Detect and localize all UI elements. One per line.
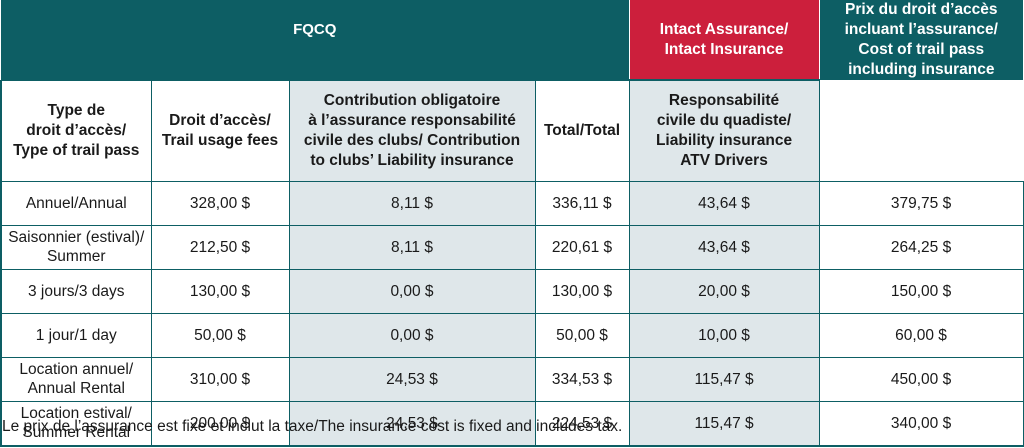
type-cell: 1 jour/1 day: [0, 312, 152, 358]
type-cell: Location annuel/ Annual Rental: [0, 356, 152, 402]
resp-cell: 43,64 $: [628, 180, 820, 226]
type-cell: Saisonnier (estival)/ Summer: [0, 224, 152, 270]
droit-cell: 212,50 $: [150, 224, 290, 270]
type-header-line3: Type of trail pass: [13, 141, 140, 159]
prix-header-line1: Prix du droit d’accès: [845, 1, 998, 18]
intact-header-line2: Intact Insurance: [664, 40, 784, 58]
contrib-header-line3: civile des clubs/ Contribution: [303, 131, 521, 149]
droit-header-line1: Droit d’accès/: [169, 111, 271, 129]
contrib-header-line1: Contribution obligatoire: [323, 91, 501, 109]
footnote: Le prix de l’assurance est fixe et inclu…: [2, 418, 623, 435]
fqcq-group-header: FQCQ: [1, 0, 630, 80]
contrib-cell: 24,53 $: [288, 400, 536, 447]
total-cell: 50,00 $: [534, 312, 630, 358]
droit-header-line2: Trail usage fees: [161, 131, 279, 149]
intact-header-line1: Intact Assurance/: [659, 20, 789, 38]
type-cell-line2: Summer: [46, 248, 106, 265]
total-cell: 130,00 $: [534, 268, 630, 314]
prix-cell: 150,00 $: [818, 268, 1024, 314]
group-header-row: FQCQ Intact Assurance/ Intact Insurance …: [1, 0, 1024, 80]
type-cell: 3 jours/3 days: [0, 268, 152, 314]
total-cell: 220,61 $: [534, 224, 630, 270]
droit-cell: 200,00 $: [150, 400, 290, 447]
prix-cell: 379,75 $: [818, 180, 1024, 226]
type-cell-line1: Location estival/: [20, 405, 132, 422]
type-cell-line2: Annual Rental: [27, 380, 125, 397]
total-column-header: Total/Total: [534, 79, 630, 182]
type-column-header: Type de droit d’accès/ Type of trail pas…: [0, 79, 152, 182]
table-row: Location estival/ Summer Rental 200,00 $…: [0, 400, 1024, 447]
resp-header-line3: Liability insurance: [655, 131, 793, 149]
resp-header-line4: ATV Drivers: [680, 151, 768, 169]
droit-cell: 50,00 $: [150, 312, 290, 358]
contrib-cell: 24,53 $: [288, 356, 536, 402]
table-row: 3 jours/3 days 130,00 $ 0,00 $ 130,00 $ …: [0, 268, 1024, 314]
type-header-line1: Type de: [47, 101, 105, 119]
table-row: 1 jour/1 day 50,00 $ 0,00 $ 50,00 $ 10,0…: [0, 312, 1024, 358]
droit-cell: 310,00 $: [150, 356, 290, 402]
contrib-header-line4: to clubs’ Liability insurance: [310, 151, 514, 169]
contrib-column-header: Contribution obligatoire à l’assurance r…: [288, 79, 536, 182]
droit-cell: 130,00 $: [150, 268, 290, 314]
type-cell: Location estival/ Summer Rental: [0, 400, 152, 447]
prix-header-line2: incluant l’assurance/: [844, 21, 998, 38]
column-header-row: Type de droit d’accès/ Type of trail pas…: [0, 79, 1023, 182]
resp-header-line1: Responsabilité: [668, 91, 780, 109]
contrib-header-line2: à l’assurance responsabilité: [308, 111, 516, 129]
resp-cell: 10,00 $: [628, 312, 820, 358]
resp-cell: 20,00 $: [628, 268, 820, 314]
type-cell: Annuel/Annual: [0, 180, 152, 226]
type-cell-line2: Summer Rental: [22, 424, 131, 441]
resp-cell: 115,47 $: [628, 356, 820, 402]
contrib-cell: 8,11 $: [288, 180, 536, 226]
prix-cell: 60,00 $: [818, 312, 1024, 358]
type-cell-line1: Saisonnier (estival)/: [8, 229, 145, 246]
contrib-cell: 8,11 $: [288, 224, 536, 270]
droit-column-header: Droit d’accès/ Trail usage fees: [150, 79, 290, 182]
table-row: Annuel/Annual 328,00 $ 8,11 $ 336,11 $ 4…: [0, 180, 1024, 226]
resp-header-line2: civile du quadiste/: [656, 111, 792, 129]
total-cell: 224,53 $: [534, 400, 630, 447]
prix-cell: 450,00 $: [818, 356, 1024, 402]
prix-cell: 340,00 $: [818, 400, 1024, 447]
intact-group-header: Intact Assurance/ Intact Insurance: [628, 0, 820, 80]
type-cell-line1: Location annuel/: [19, 361, 134, 378]
type-cell-line1: 3 jours/3 days: [28, 282, 125, 300]
resp-column-header: Responsabilité civile du quadiste/ Liabi…: [628, 79, 820, 182]
droit-cell: 328,00 $: [150, 180, 290, 226]
resp-cell: 43,64 $: [628, 224, 820, 270]
type-cell-line1: 1 jour/1 day: [35, 326, 117, 344]
type-header-line2: droit d’accès/: [26, 121, 127, 139]
prix-column-header: Prix du droit d’accès incluant l’assuran…: [819, 0, 1024, 80]
table-row: Location annuel/ Annual Rental 310,00 $ …: [0, 356, 1024, 402]
total-cell: 334,53 $: [534, 356, 630, 402]
contrib-cell: 0,00 $: [288, 268, 536, 314]
resp-cell: 115,47 $: [628, 400, 820, 447]
total-cell: 336,11 $: [534, 180, 630, 226]
prix-header-line3: Cost of trail pass: [858, 41, 985, 58]
table-row: Saisonnier (estival)/ Summer 212,50 $ 8,…: [0, 224, 1024, 270]
type-cell-line1: Annuel/Annual: [25, 194, 127, 212]
prix-cell: 264,25 $: [818, 224, 1024, 270]
contrib-cell: 0,00 $: [288, 312, 536, 358]
prix-header-line4: including insurance: [848, 61, 995, 78]
